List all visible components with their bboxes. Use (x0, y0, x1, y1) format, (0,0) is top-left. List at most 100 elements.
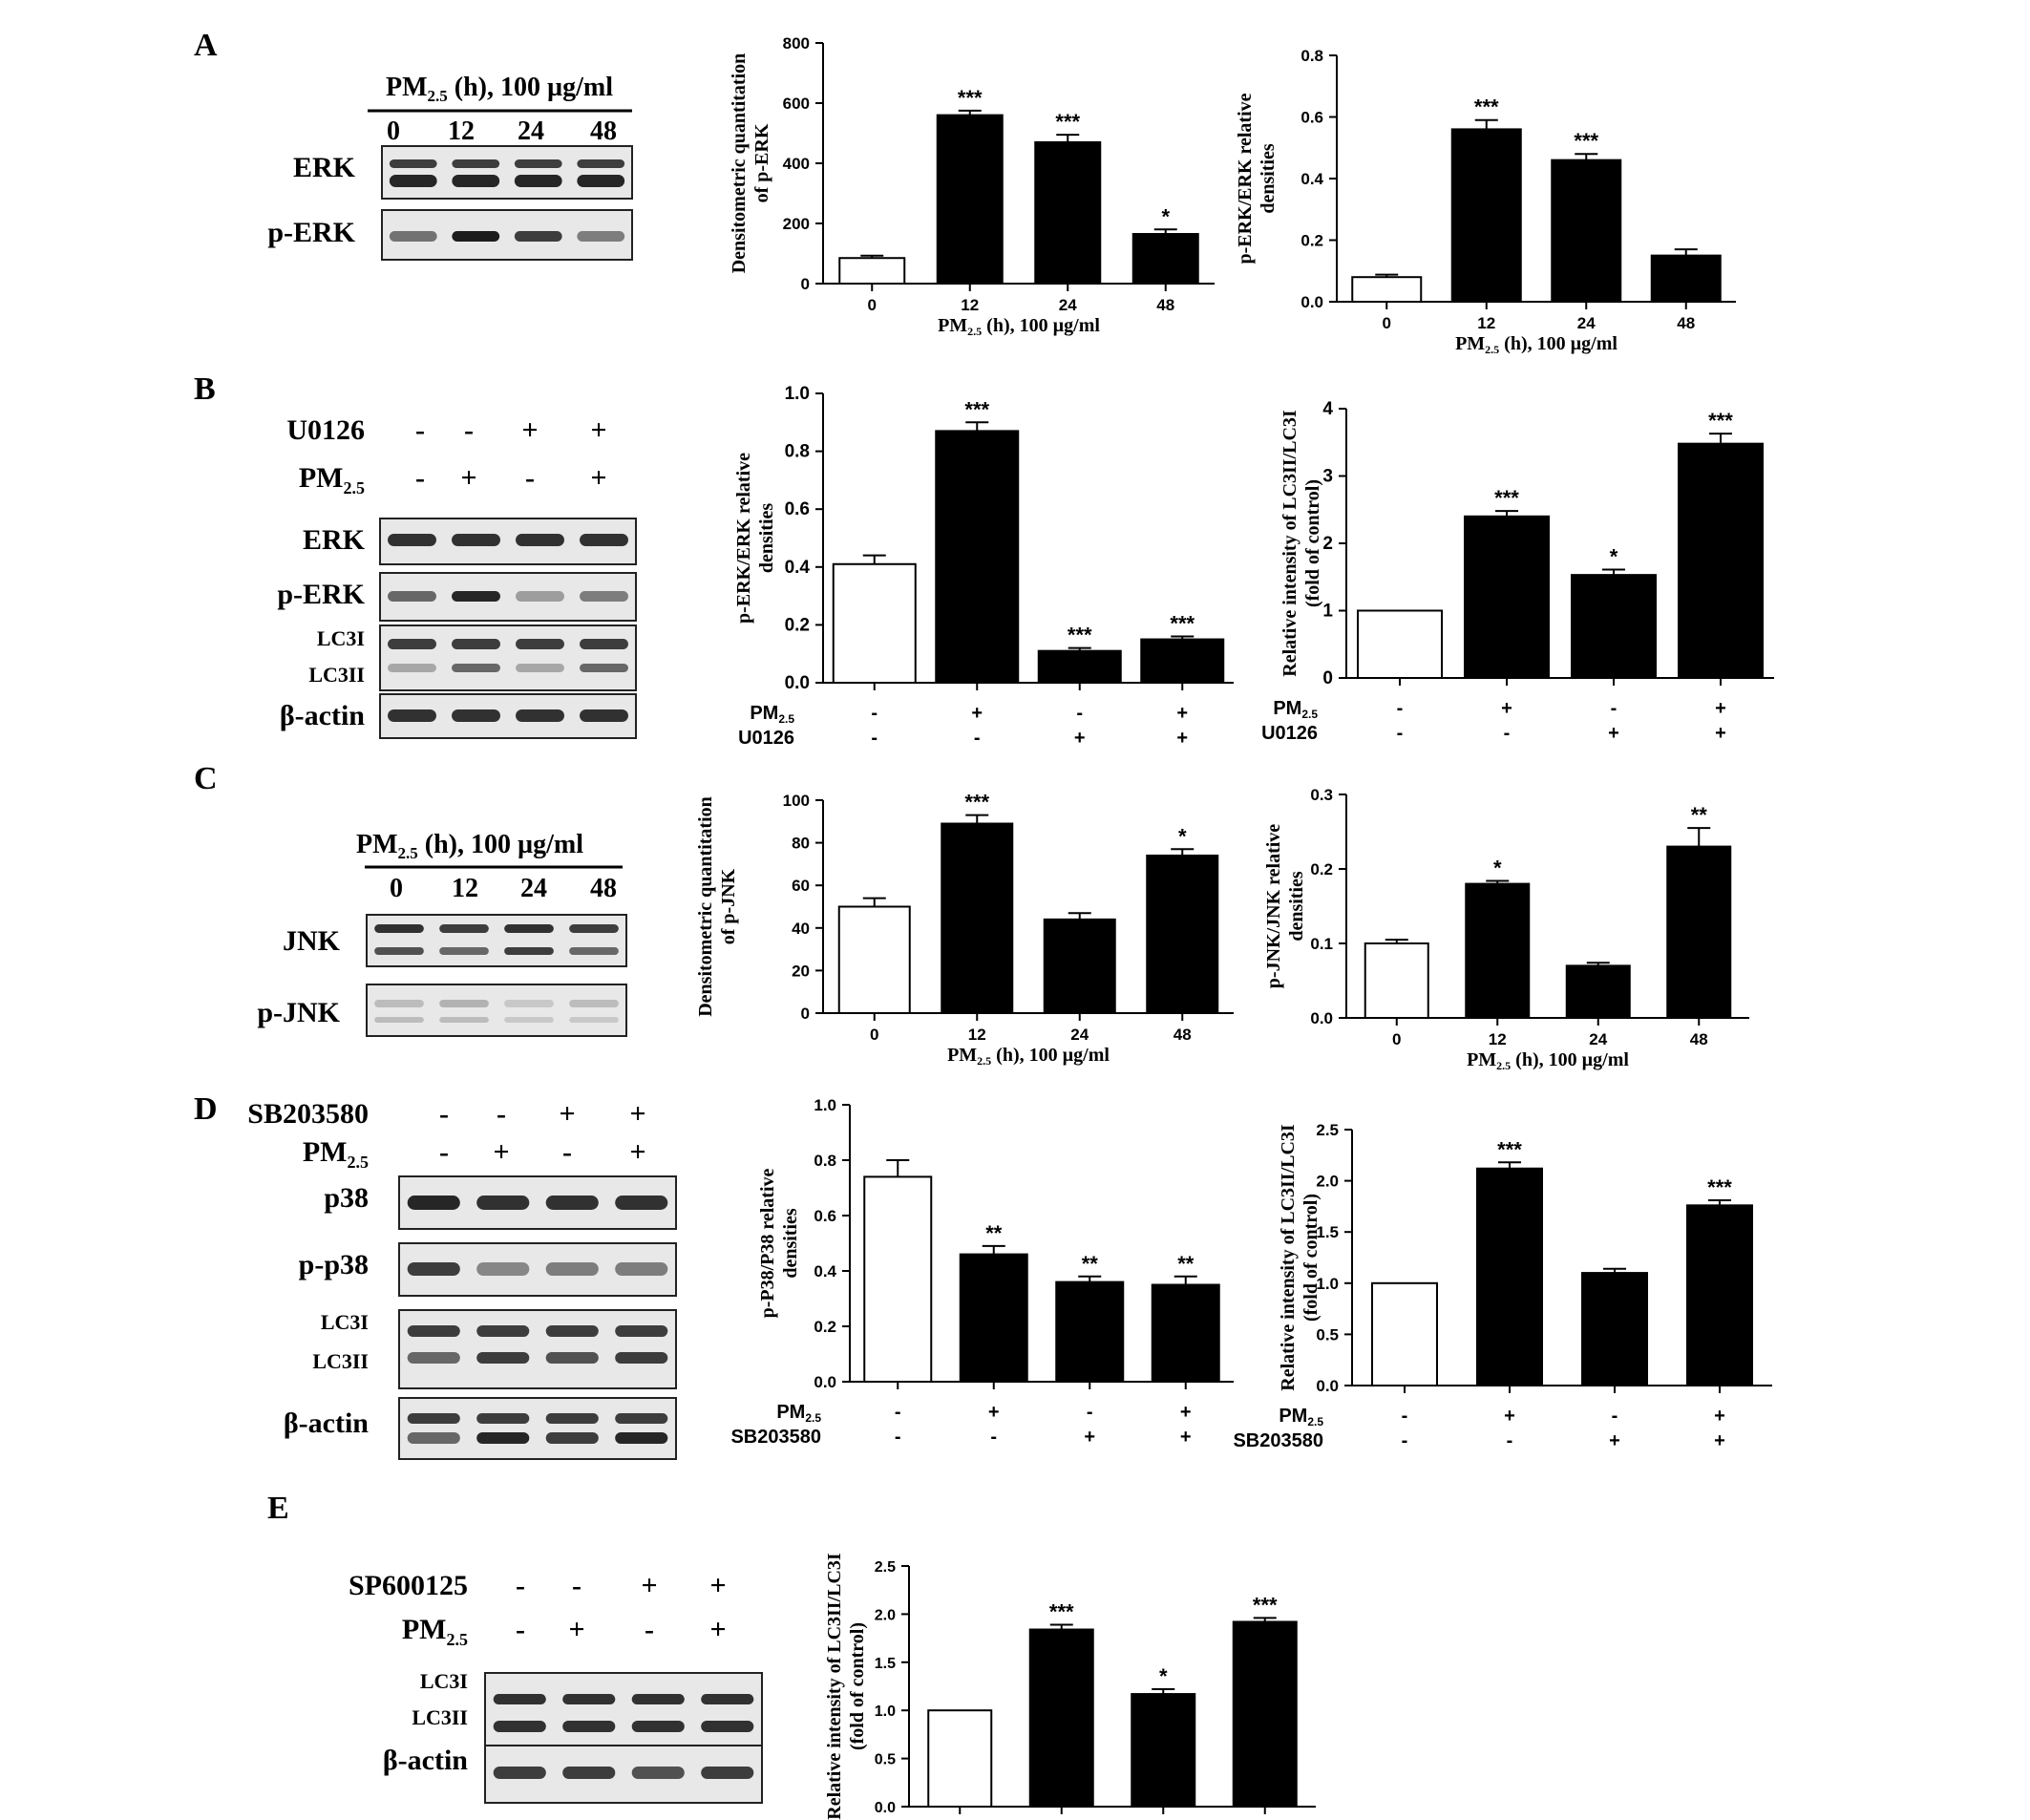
subscript: 2.5 (344, 478, 366, 497)
y-tick-label: 2.5 (875, 1559, 896, 1576)
y-tick-label: 0.3 (1310, 786, 1333, 804)
subscript: 2.5 (1307, 1415, 1323, 1428)
blot-E-treatment-sign: + (709, 1570, 726, 1601)
blot-E-treatment-sign: - (645, 1614, 654, 1645)
x-tick-label: 0 (1392, 1030, 1401, 1048)
blot-B-treatment-sign: - (415, 414, 425, 446)
x-tick-label: 24 (1059, 296, 1077, 314)
blot-C-pjnk-band (504, 1000, 554, 1007)
significance-label: * (1493, 856, 1502, 879)
text-part: PM (1467, 1049, 1496, 1070)
bar (1551, 159, 1622, 303)
blot-C-jnk-band (374, 924, 424, 933)
blot-D-strip-band (615, 1262, 668, 1276)
text-part: PM (1455, 333, 1485, 354)
blot-D-strip-band (407, 1413, 460, 1424)
x-axis-title: PM2.5 (h), 100 µg/ml (1455, 333, 1618, 356)
y-tick-label: 0.0 (1300, 293, 1323, 311)
blot-A-erk-band (452, 159, 500, 168)
blot-A-column-label: 12 (448, 116, 475, 146)
blot-E-treatment-sign: + (568, 1614, 584, 1645)
blot-C-jnk-band (439, 947, 489, 955)
blot-C-pjnk (366, 984, 627, 1037)
y-tick-label: 1.0 (875, 1704, 896, 1720)
bar (1371, 1281, 1438, 1387)
x-row-sign: - (990, 1427, 997, 1448)
blot-D-strip-band (615, 1325, 668, 1337)
subscript: 2.5 (447, 1630, 469, 1649)
panel-letter-C: C (194, 761, 218, 796)
subscript: 2.5 (348, 1153, 370, 1172)
y-tick-label: 0.0 (814, 1373, 836, 1391)
blot-B-strip-band (452, 709, 500, 722)
y-axis-title: p-P38/P38 relative (757, 1168, 778, 1318)
blot-E-treatment-sign: + (641, 1570, 657, 1601)
blot-B-strip-band (516, 639, 564, 649)
blot-D-strip-band (545, 1325, 599, 1337)
text-part: PM (1279, 1406, 1307, 1427)
y-axis-title: p-ERK/ERK relative (733, 453, 754, 624)
blot-C-header: PM2.5 (h), 100 µg/ml (356, 830, 583, 862)
blot-C-pjnk-band (439, 1000, 489, 1007)
y-tick-label: 0.8 (785, 442, 810, 462)
blot-D-treatment-sign: - (439, 1098, 449, 1130)
blot-D-strip-band (545, 1262, 599, 1276)
x-row-sign: - (1611, 698, 1618, 719)
blot-A-row-label: ERK (293, 152, 356, 183)
blot-B-strip-band (452, 534, 500, 546)
blot-C-pjnk-band (374, 1017, 424, 1023)
bar (1151, 1283, 1220, 1383)
bar (1581, 1272, 1648, 1386)
significance-label: *** (1708, 409, 1733, 433)
blot-B-row-label: LC3I (317, 626, 365, 650)
text-part: PM (947, 1045, 977, 1066)
y-tick-label: 0.0 (1310, 1009, 1333, 1027)
significance-label: * (1610, 544, 1618, 568)
bar (1364, 942, 1429, 1019)
x-row-name: PM2.5 (750, 703, 794, 726)
y-tick-label: 0.5 (1316, 1325, 1339, 1344)
blot-E-treatment-sign: - (516, 1570, 525, 1601)
blot-D-strip-band (545, 1432, 599, 1444)
blot-A-erk-band (577, 159, 625, 168)
bar (959, 1253, 1028, 1383)
y-tick-label: 0.2 (814, 1318, 836, 1336)
blot-D-strip-band (615, 1432, 668, 1444)
blot-C-jnk-band (569, 924, 619, 933)
bar (1357, 609, 1443, 679)
significance-label: *** (1474, 95, 1499, 119)
bar (1565, 964, 1631, 1020)
blot-B-treatment-sign: - (464, 414, 474, 446)
bar (935, 430, 1020, 684)
y-axis-title: Relative intensity of LC3II/LC3I (1279, 410, 1300, 677)
blot-C: PM2.5 (h), 100 µg/ml 0 12 24 48 JNK p-JNK (257, 830, 627, 1037)
blot-D-row-label: LC3II (312, 1349, 369, 1373)
y-tick-label: 0.2 (1310, 860, 1333, 878)
blot-D-strip-band (476, 1262, 530, 1276)
blot-B-strip-band (388, 664, 436, 672)
blot-B-row-label: LC3II (308, 663, 365, 687)
bar (1028, 1628, 1094, 1808)
blot-A-perk-band (514, 231, 562, 242)
blot-B-treatment-sign: - (415, 462, 425, 494)
blot-D-strip-band (407, 1352, 460, 1364)
x-row-sign: - (895, 1427, 901, 1448)
y-tick-label: 40 (792, 920, 810, 938)
significance-label: * (1161, 204, 1170, 228)
blot-D-row-label: p38 (324, 1182, 369, 1214)
x-tick-label: 48 (1690, 1030, 1708, 1048)
blot-C-jnk (366, 914, 627, 967)
blot-A-column-label: 24 (518, 116, 544, 146)
blot-C-jnk-band (504, 947, 554, 955)
blot-A-column-label: 48 (590, 116, 617, 146)
y-tick-label: 0 (801, 1005, 810, 1023)
blot-D-strip-band (545, 1196, 599, 1210)
subscript: 2.5 (428, 87, 448, 105)
x-tick-label: 24 (1070, 1026, 1089, 1044)
y-axis-title: densities (756, 503, 777, 574)
x-row-name: PM2.5 (1273, 698, 1318, 721)
blot-B-strip-band (580, 591, 628, 602)
significance-label: ** (985, 1221, 1003, 1245)
significance-label: *** (1253, 1593, 1278, 1617)
blot-E-treatment-sign: - (516, 1614, 525, 1645)
